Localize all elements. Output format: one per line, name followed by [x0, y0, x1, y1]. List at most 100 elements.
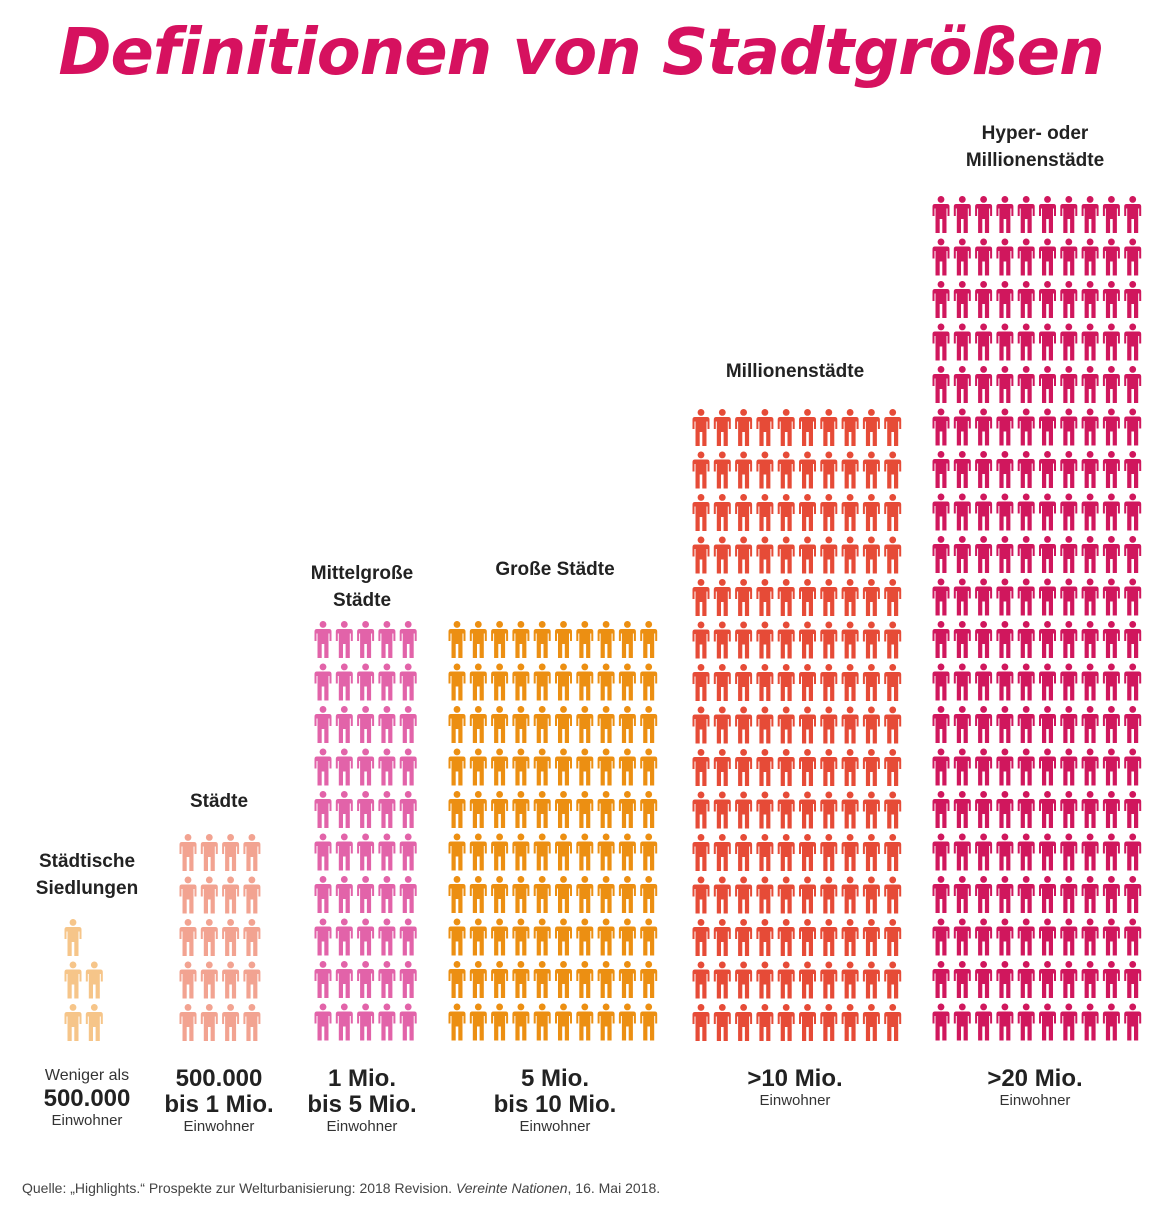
- person-icon: [1060, 196, 1078, 233]
- person-icon: [862, 1003, 880, 1041]
- person-icon: [378, 706, 396, 743]
- person-icon: [692, 1003, 710, 1041]
- person-icon: [841, 833, 859, 871]
- range-value: >10 Mio.: [747, 1065, 843, 1092]
- person-icon: [378, 833, 396, 871]
- person-icon: [640, 621, 658, 658]
- person-icon: [640, 1003, 658, 1041]
- range-unit: Einwohner: [51, 1112, 123, 1129]
- person-icon: [1102, 961, 1120, 998]
- person-icon: [576, 621, 594, 658]
- person-icon: [884, 663, 902, 701]
- person-icon: [200, 1003, 218, 1041]
- person-icon: [1039, 1003, 1056, 1041]
- population-range: 5 Mio. bis 10 Mio. Einwohner: [455, 1066, 655, 1136]
- range-value: 500.000: [43, 1085, 131, 1112]
- person-icon: [597, 663, 615, 701]
- person-icon: [756, 1003, 774, 1041]
- person-icon: [953, 238, 971, 276]
- person-icon: [953, 663, 971, 701]
- person-icon: [841, 536, 859, 573]
- person-icon: [1124, 196, 1142, 233]
- person-icon: [841, 1003, 859, 1041]
- person-icon: [357, 876, 375, 913]
- person-icon: [1124, 408, 1142, 446]
- person-icon: [953, 366, 971, 403]
- person-icon: [692, 493, 710, 531]
- person-icon: [357, 706, 375, 743]
- person-icon: [975, 663, 993, 701]
- person-icon: [1017, 706, 1035, 743]
- person-icon: [469, 1003, 487, 1041]
- person-icon: [996, 366, 1014, 403]
- person-icon: [862, 876, 880, 913]
- person-icon: [618, 621, 636, 658]
- range-prefix: Weniger als: [44, 1067, 130, 1084]
- person-icon: [357, 1003, 375, 1041]
- person-icon: [448, 1003, 466, 1041]
- person-icon: [1102, 706, 1120, 743]
- person-icon: [491, 1003, 509, 1041]
- person-icon: [1060, 578, 1078, 616]
- person-icon: [618, 706, 636, 743]
- person-icon: [512, 833, 530, 871]
- person-icon: [640, 791, 658, 828]
- person-icon: [1081, 408, 1099, 446]
- person-icon: [953, 1003, 971, 1041]
- person-icon: [357, 663, 375, 701]
- person-icon: [618, 791, 636, 828]
- person-icon: [1081, 833, 1099, 871]
- person-icon: [1017, 876, 1035, 913]
- person-icon: [1081, 451, 1099, 488]
- person-icon: [862, 663, 880, 701]
- person-icon: [512, 961, 530, 998]
- person-icon: [799, 876, 816, 913]
- person-icon: [735, 706, 753, 743]
- person-icon: [469, 621, 487, 658]
- person-icon: [469, 918, 487, 956]
- person-icon: [1060, 451, 1078, 488]
- person-icon: [1039, 791, 1056, 828]
- person-icon: [862, 451, 880, 488]
- icon-block: [448, 621, 658, 1041]
- person-icon: [996, 706, 1014, 743]
- person-icon: [996, 876, 1014, 913]
- person-icon: [777, 748, 795, 786]
- person-icon: [1124, 918, 1142, 956]
- person-icon: [735, 408, 753, 446]
- person-icon: [491, 748, 509, 786]
- person-icon: [777, 791, 795, 828]
- person-icon: [735, 961, 753, 998]
- person-icon: [799, 791, 816, 828]
- person-icon: [735, 621, 753, 658]
- person-icon: [597, 621, 615, 658]
- person-icon: [735, 833, 753, 871]
- person-icon: [1039, 663, 1056, 701]
- person-icon: [692, 578, 710, 616]
- person-icon: [713, 918, 731, 956]
- person-icon: [179, 1003, 197, 1041]
- person-icon: [713, 876, 731, 913]
- person-icon: [491, 706, 509, 743]
- person-icon: [953, 196, 971, 233]
- person-icon: [820, 408, 838, 446]
- person-icon: [533, 876, 551, 913]
- person-icon: [1060, 961, 1078, 998]
- person-icon: [576, 876, 594, 913]
- person-icon: [975, 748, 993, 786]
- source-note: Quelle: „Highlights.“ Prospekte zur Welt…: [22, 1180, 660, 1196]
- person-icon: [841, 961, 859, 998]
- range-unit: Einwohner: [183, 1118, 255, 1135]
- person-icon: [735, 918, 753, 956]
- person-icon: [597, 1003, 615, 1041]
- person-icon: [820, 663, 838, 701]
- person-icon: [1081, 918, 1099, 956]
- person-icon: [243, 1003, 261, 1041]
- person-icon: [357, 961, 375, 998]
- person-icon: [841, 408, 859, 446]
- person-icon: [640, 706, 658, 743]
- person-icon: [820, 876, 838, 913]
- person-icon: [953, 536, 971, 573]
- person-icon: [335, 706, 353, 743]
- person-icon: [1124, 451, 1142, 488]
